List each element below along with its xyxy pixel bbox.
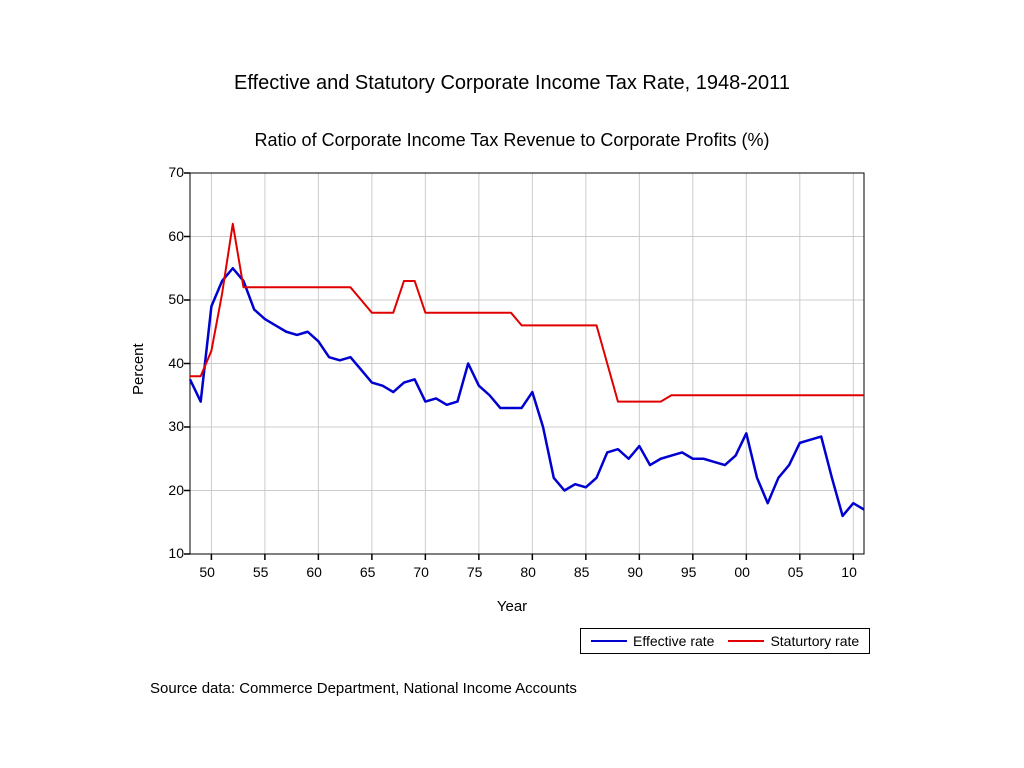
- legend: Effective rate Staturtory rate: [580, 628, 870, 654]
- x-axis-label: Year: [0, 598, 1024, 615]
- chart-title: Effective and Statutory Corporate Income…: [0, 72, 1024, 95]
- x-tick-label: 95: [681, 564, 697, 580]
- x-tick-label: 75: [467, 564, 483, 580]
- x-tick-label: 50: [199, 564, 215, 580]
- y-tick-label: 20: [158, 482, 184, 498]
- legend-label-effective: Effective rate: [633, 633, 714, 649]
- y-axis-label: Percent: [130, 343, 147, 395]
- x-tick-label: 80: [520, 564, 536, 580]
- x-tick-label: 55: [253, 564, 269, 580]
- x-tick-label: 60: [306, 564, 322, 580]
- x-tick-label: 05: [788, 564, 804, 580]
- line-chart: [190, 173, 864, 554]
- y-tick-label: 70: [158, 164, 184, 180]
- x-tick-label: 10: [841, 564, 857, 580]
- source-text: Source data: Commerce Department, Nation…: [150, 680, 577, 697]
- legend-item-statutory: Staturtory rate: [728, 633, 859, 649]
- legend-swatch-effective: [591, 640, 627, 642]
- x-tick-label: 85: [574, 564, 590, 580]
- y-tick-label: 10: [158, 545, 184, 561]
- y-tick-label: 30: [158, 418, 184, 434]
- x-tick-label: 90: [627, 564, 643, 580]
- legend-swatch-statutory: [728, 640, 764, 642]
- y-tick-label: 50: [158, 291, 184, 307]
- legend-item-effective: Effective rate: [591, 633, 714, 649]
- x-tick-label: 70: [413, 564, 429, 580]
- y-tick-label: 60: [158, 228, 184, 244]
- chart-subtitle: Ratio of Corporate Income Tax Revenue to…: [0, 130, 1024, 151]
- x-tick-label: 65: [360, 564, 376, 580]
- x-tick-label: 00: [734, 564, 750, 580]
- y-tick-label: 40: [158, 355, 184, 371]
- legend-label-statutory: Staturtory rate: [770, 633, 859, 649]
